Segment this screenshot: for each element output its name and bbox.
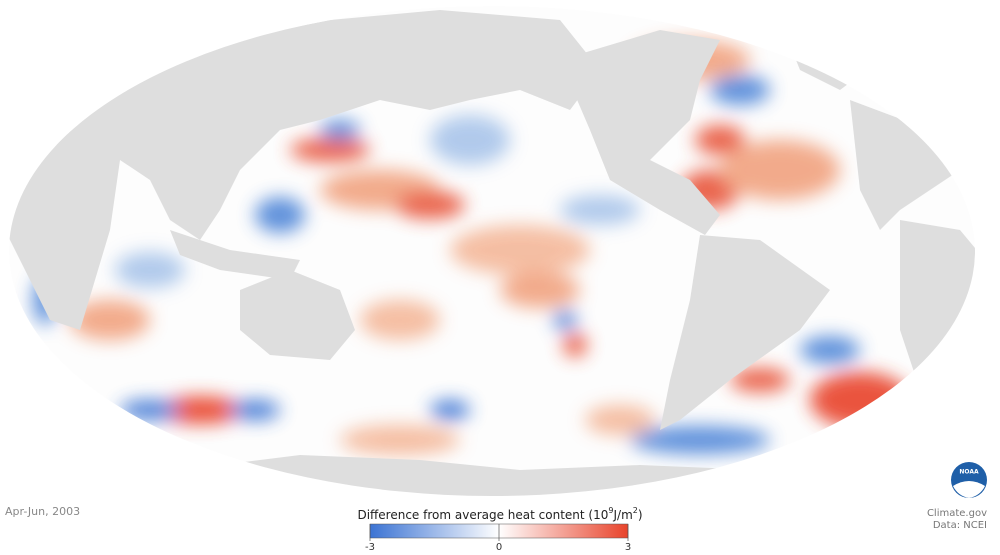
anomaly-field <box>33 40 910 455</box>
land <box>9 10 975 496</box>
color-bar-ticks: -3 0 3 <box>365 524 631 553</box>
logo-wave <box>953 481 985 498</box>
tick-label: 0 <box>496 542 502 553</box>
logo-text: NOAA <box>959 469 979 476</box>
date-label: Apr-Jun, 2003 <box>5 505 80 518</box>
map <box>9 6 975 496</box>
source: Data: NCEI <box>933 520 987 531</box>
legend-title: Difference from average heat content (10… <box>357 506 642 522</box>
tick-label: -3 <box>365 542 375 553</box>
tick-label: 3 <box>625 542 631 553</box>
credit: Climate.gov <box>927 508 987 519</box>
